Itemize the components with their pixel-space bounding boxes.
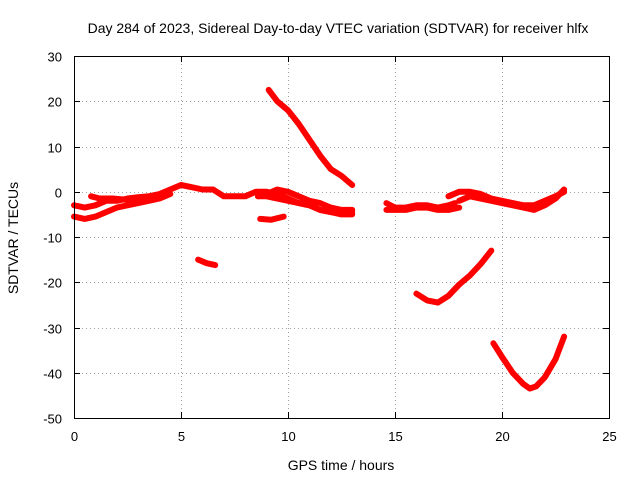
x-tick-label: 15	[388, 429, 402, 444]
x-tick-label: 10	[281, 429, 295, 444]
y-tick-label: 30	[48, 50, 62, 65]
series-line-track-12	[456, 186, 568, 213]
y-axis-label: SDTVAR / TECUs	[5, 182, 21, 294]
series-line-track-14	[490, 333, 568, 392]
y-tick-label: 10	[48, 141, 62, 156]
chart-title: Day 284 of 2023, Sidereal Day-to-day VTE…	[88, 20, 589, 36]
y-tick-label: -10	[43, 231, 62, 246]
y-tick-label: -50	[43, 412, 62, 427]
axis-ticks: 0 5 10 15 20 25 -50 -40 -30 -20 -10 0 10 20 30	[43, 50, 617, 445]
x-tick-label: 5	[178, 429, 185, 444]
x-tick-label: 0	[71, 429, 78, 444]
y-tick-label: 20	[48, 95, 62, 110]
y-tick-label: -30	[43, 322, 62, 337]
x-axis-label: GPS time / hours	[288, 457, 395, 473]
series-line-track-7	[257, 213, 287, 223]
x-tick-label: 20	[495, 429, 509, 444]
series-line-track-10	[383, 204, 463, 213]
series-line-track-4	[195, 256, 219, 269]
series-line-track-6	[255, 193, 356, 218]
series-line-track-5	[255, 186, 356, 213]
y-tick-label: 0	[55, 186, 62, 201]
series-line-track-13	[413, 247, 495, 306]
series-line-track-2	[71, 191, 174, 222]
y-tick-label: -20	[43, 276, 62, 291]
series-line-track-3	[88, 193, 152, 203]
series-line-track-8	[265, 86, 356, 188]
data-series	[71, 86, 568, 392]
x-tick-label: 25	[602, 429, 616, 444]
y-tick-label: -40	[43, 367, 62, 382]
grid-lines	[74, 56, 609, 418]
